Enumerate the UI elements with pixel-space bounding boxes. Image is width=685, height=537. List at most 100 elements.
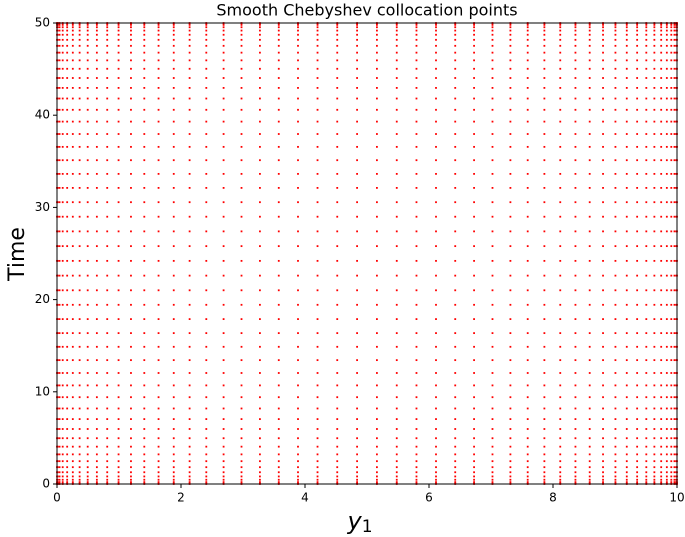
point [543, 460, 546, 463]
point [78, 26, 81, 29]
point [86, 172, 89, 175]
point [376, 215, 378, 218]
point [297, 437, 299, 440]
point [395, 481, 398, 484]
point [61, 407, 64, 410]
point [240, 303, 243, 306]
point [602, 418, 604, 420]
point [130, 259, 132, 262]
point [473, 201, 475, 204]
point [86, 318, 89, 321]
point [665, 453, 668, 456]
point [336, 345, 339, 348]
point [130, 475, 132, 478]
point [95, 289, 98, 292]
point [143, 38, 146, 41]
point [574, 23, 577, 26]
point [636, 145, 639, 148]
point [509, 201, 512, 204]
point [66, 44, 69, 47]
point [636, 38, 639, 41]
point [316, 77, 319, 79]
point [172, 274, 175, 277]
point [588, 318, 591, 321]
point [491, 478, 494, 481]
point [356, 481, 358, 484]
point [526, 418, 529, 420]
point [376, 453, 378, 456]
point [653, 332, 656, 335]
point [473, 471, 475, 474]
point [602, 26, 604, 29]
point [71, 445, 74, 448]
point [95, 345, 98, 348]
point [526, 445, 529, 448]
point [665, 259, 668, 262]
point [376, 372, 378, 374]
point [130, 59, 132, 62]
point [95, 481, 98, 484]
point [56, 453, 59, 456]
point [106, 359, 109, 362]
point [336, 418, 339, 420]
point [602, 215, 604, 218]
point [297, 407, 299, 410]
point [143, 97, 146, 100]
point [205, 460, 208, 463]
point [636, 108, 639, 111]
point [316, 245, 319, 248]
point [117, 396, 120, 399]
point [356, 437, 358, 440]
point [543, 77, 546, 79]
point [660, 59, 663, 62]
point [172, 289, 175, 292]
point [297, 201, 299, 204]
point [509, 345, 512, 348]
point [660, 478, 663, 481]
point [636, 466, 639, 469]
point [574, 481, 577, 484]
point [336, 359, 339, 362]
point [56, 245, 59, 248]
point [670, 23, 673, 26]
point [78, 274, 81, 277]
point [240, 437, 243, 440]
point [574, 332, 577, 335]
point [277, 407, 280, 410]
point [473, 318, 475, 321]
point [588, 59, 591, 62]
x-tick-label: 6 [425, 491, 433, 505]
point [86, 372, 89, 374]
point [415, 77, 418, 79]
point [157, 407, 160, 410]
point [376, 38, 378, 41]
point [78, 29, 81, 32]
point [259, 59, 261, 62]
point [636, 407, 639, 410]
point [205, 44, 208, 47]
point [526, 108, 529, 111]
y-axis-label: Time [5, 227, 30, 282]
point [559, 345, 562, 348]
point [143, 396, 146, 399]
point [454, 29, 457, 32]
point [509, 471, 512, 474]
point [297, 428, 299, 430]
point [602, 460, 604, 463]
point [336, 453, 339, 456]
point [415, 120, 418, 123]
point [157, 108, 160, 111]
point [395, 159, 398, 162]
point [56, 77, 59, 79]
point [614, 359, 617, 362]
point [66, 466, 69, 469]
point [670, 372, 673, 374]
point [66, 437, 69, 440]
point [56, 445, 59, 448]
point [58, 445, 61, 448]
point [509, 460, 512, 463]
point [78, 245, 81, 248]
point [509, 481, 512, 484]
point [376, 466, 378, 469]
point [66, 145, 69, 148]
